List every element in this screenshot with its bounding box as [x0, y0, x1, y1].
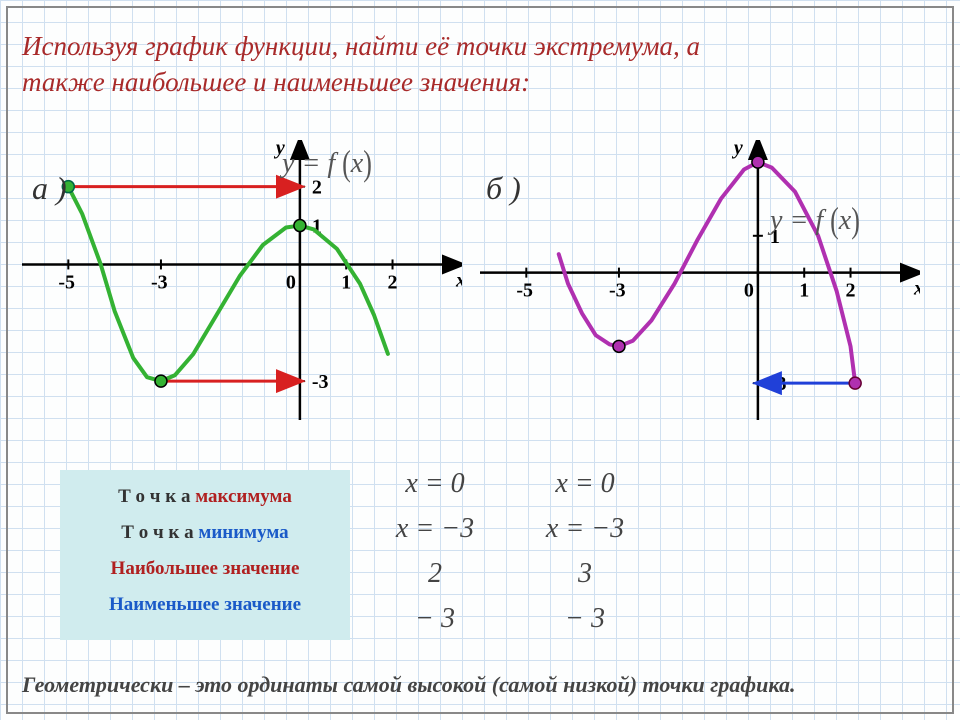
- svg-text:0: 0: [744, 280, 754, 302]
- chart-b-fn-label: у = f (x): [770, 205, 860, 237]
- answers-col-b: x = 0 x = −3 3 − 3: [520, 465, 650, 645]
- chart-a-fn-label: у = f (x): [282, 148, 372, 180]
- answers-col-a: x = 0 x = −3 2 − 3: [370, 465, 500, 645]
- svg-text:2: 2: [388, 271, 398, 293]
- svg-text:2: 2: [846, 280, 856, 302]
- svg-text:x: x: [913, 278, 920, 300]
- footer-text: Геометрически – это ординаты самой высок…: [22, 671, 922, 700]
- row-max: Т о ч к а максимума: [66, 486, 344, 508]
- chart-a: а ) у = f (x) xy-5-301221-3: [22, 140, 462, 420]
- svg-text:1: 1: [799, 280, 809, 302]
- svg-text:1: 1: [341, 271, 351, 293]
- chart-b: б ) у = f (x) xy-5-30121-3: [480, 140, 920, 420]
- svg-text:-3: -3: [312, 371, 329, 393]
- svg-text:-5: -5: [516, 280, 533, 302]
- a-least: − 3: [370, 600, 500, 638]
- svg-text:-3: -3: [151, 271, 168, 293]
- row-greatest: Наибольшее значение: [66, 558, 344, 580]
- b-max: x = 0: [520, 465, 650, 503]
- svg-text:x: x: [455, 269, 462, 291]
- svg-text:-5: -5: [58, 271, 75, 293]
- a-greatest: 2: [370, 555, 500, 593]
- a-min: x = −3: [370, 510, 500, 548]
- a-max: x = 0: [370, 465, 500, 503]
- svg-text:y: y: [732, 140, 743, 159]
- b-least: − 3: [520, 600, 650, 638]
- row-least: Наименьшее значение: [66, 594, 344, 616]
- chart-b-label: б ): [486, 170, 521, 207]
- chart-a-label: а ): [32, 170, 67, 207]
- b-min: x = −3: [520, 510, 650, 548]
- answers-panel: Т о ч к а максимума Т о ч к а минимума Н…: [60, 470, 350, 640]
- svg-text:0: 0: [286, 271, 296, 293]
- svg-text:-3: -3: [609, 280, 626, 302]
- row-min: Т о ч к а минимума: [66, 522, 344, 544]
- b-greatest: 3: [520, 555, 650, 593]
- page-title: Используя график функции, найти её точки…: [22, 28, 782, 101]
